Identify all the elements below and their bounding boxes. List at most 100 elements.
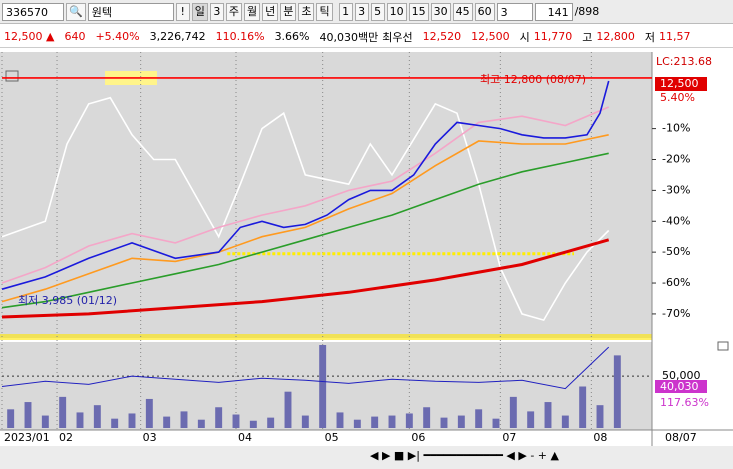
volume-bar [561, 415, 569, 428]
volume-ratio: 110.16% [215, 30, 265, 43]
volume-bar [145, 398, 153, 428]
panel-icon [5, 70, 19, 82]
chart-area: ◀ ▶ ■ ▶| ━━━━━━━━━━━━ ◀ ▶ - + ▲ 2023/01 0… [0, 52, 733, 469]
change: 640 [64, 30, 86, 43]
last-ratio: 117.63% [660, 396, 709, 409]
alert-button[interactable]: ! [175, 2, 190, 21]
interval-button[interactable]: 30 [430, 2, 451, 21]
volume-bar [596, 405, 604, 428]
volume-bar [267, 417, 275, 428]
x-tick-label: 06 [411, 431, 425, 444]
position[interactable]: 141 [534, 2, 573, 21]
panel-icon [717, 341, 729, 351]
x-end-label: 08/07 [665, 431, 697, 444]
period-type-button[interactable]: 틱 [316, 2, 333, 21]
lc-label: LC:213.68 [656, 55, 712, 68]
series-line [1, 152, 609, 309]
volume-bar [440, 417, 448, 428]
series-line [1, 96, 610, 322]
volume-bar [7, 409, 15, 428]
interval-button[interactable]: 10 [386, 2, 407, 21]
volume-bar [284, 391, 292, 428]
volume-bar [353, 419, 361, 428]
last-price-box [655, 77, 707, 91]
price-panel [0, 52, 652, 338]
last-volume: 40,030 [660, 380, 699, 393]
y-tick-label: -70% [662, 307, 690, 320]
series-line [1, 238, 610, 319]
high: 12,800 [596, 30, 635, 43]
volume-bar [93, 405, 101, 428]
amount: 40,030백만 [319, 30, 379, 44]
volume: 3,226,742 [149, 30, 206, 43]
volume-bar [613, 355, 621, 428]
volume-bar [457, 415, 465, 428]
y-tick-label: -50% [662, 245, 690, 258]
x-tick-label: 03 [143, 431, 157, 444]
x-tick-label: 08 [593, 431, 607, 444]
stock-name[interactable]: 원텍 [87, 2, 174, 21]
interval-button[interactable]: 5 [370, 2, 385, 21]
last-pct: 5.40% [660, 91, 695, 104]
search-button[interactable]: 🔍 [66, 2, 86, 21]
y-tick-label: -20% [662, 152, 690, 165]
y-tick-label: -40% [662, 214, 690, 227]
price: 12,500 ▲ [4, 30, 55, 43]
volume-bar [579, 386, 587, 428]
volume-bar [232, 414, 240, 428]
x-tick-label: 07 [502, 431, 516, 444]
period-type-button[interactable]: 년 [262, 2, 279, 21]
volume-bar [249, 420, 257, 428]
volume-bar [509, 396, 517, 428]
volume-bar [24, 402, 32, 428]
volume-bar [197, 419, 205, 428]
bid: 12,500 [471, 30, 510, 43]
series-line [1, 134, 609, 303]
turnover: 3.66% [274, 30, 310, 43]
x-tick-label: 02 [59, 431, 73, 444]
x-tick-label: 04 [238, 431, 252, 444]
volume-bar [319, 345, 327, 428]
volume-bar [41, 415, 49, 428]
volume-bar [76, 412, 84, 428]
period-type-button[interactable]: 주 [225, 2, 242, 21]
x-tick-label: 2023/01 [4, 431, 50, 444]
interval-button[interactable]: 15 [408, 2, 429, 21]
best-label: 최우선 [382, 30, 413, 44]
period-type-button[interactable]: 분 [280, 2, 297, 21]
scrollbar[interactable] [0, 446, 733, 469]
low-label: 저 [644, 30, 655, 44]
interval-button[interactable]: 60 [474, 2, 495, 21]
panel-divider [0, 334, 652, 340]
open: 11,770 [533, 30, 573, 43]
period-button[interactable]: 일 [191, 2, 208, 21]
change-pct: +5.40% [95, 30, 140, 43]
period-type-button[interactable]: 초 [298, 2, 315, 21]
ask: 12,520 [422, 30, 462, 43]
last-price: 12,500 [660, 77, 699, 90]
high-label: 고 [582, 30, 593, 44]
total: /898 [574, 5, 600, 18]
interval-button[interactable]: 1 [338, 2, 353, 21]
low: 11,57 [659, 30, 691, 43]
interval-button[interactable]: 3 [354, 2, 369, 21]
volume-bar [475, 409, 483, 428]
interval-count[interactable]: 3 [496, 2, 533, 21]
volume-bar [111, 418, 119, 428]
last-volume-box [655, 380, 707, 393]
stock-code[interactable]: 336570 [2, 2, 64, 21]
volume-bar [544, 402, 552, 428]
scroll-buttons[interactable]: ◀ ▶ ■ ▶| ━━━━━━━━━━━━ ◀ ▶ - + ▲ [370, 449, 560, 462]
period-count[interactable]: 3 [209, 2, 224, 21]
volume-bar [405, 413, 413, 428]
x-tick-label: 05 [325, 431, 339, 444]
period-type-button[interactable]: 월 [243, 2, 261, 21]
interval-button[interactable]: 45 [452, 2, 473, 21]
y-tick-label: -30% [662, 183, 690, 196]
series-line [1, 106, 610, 284]
low-note: 최저 3,985 (01/12) [18, 294, 117, 307]
volume-bar [180, 411, 188, 428]
quote-bar: 12,500 ▲ 640 +5.40% 3,226,742 110.16% 3.… [0, 26, 733, 48]
